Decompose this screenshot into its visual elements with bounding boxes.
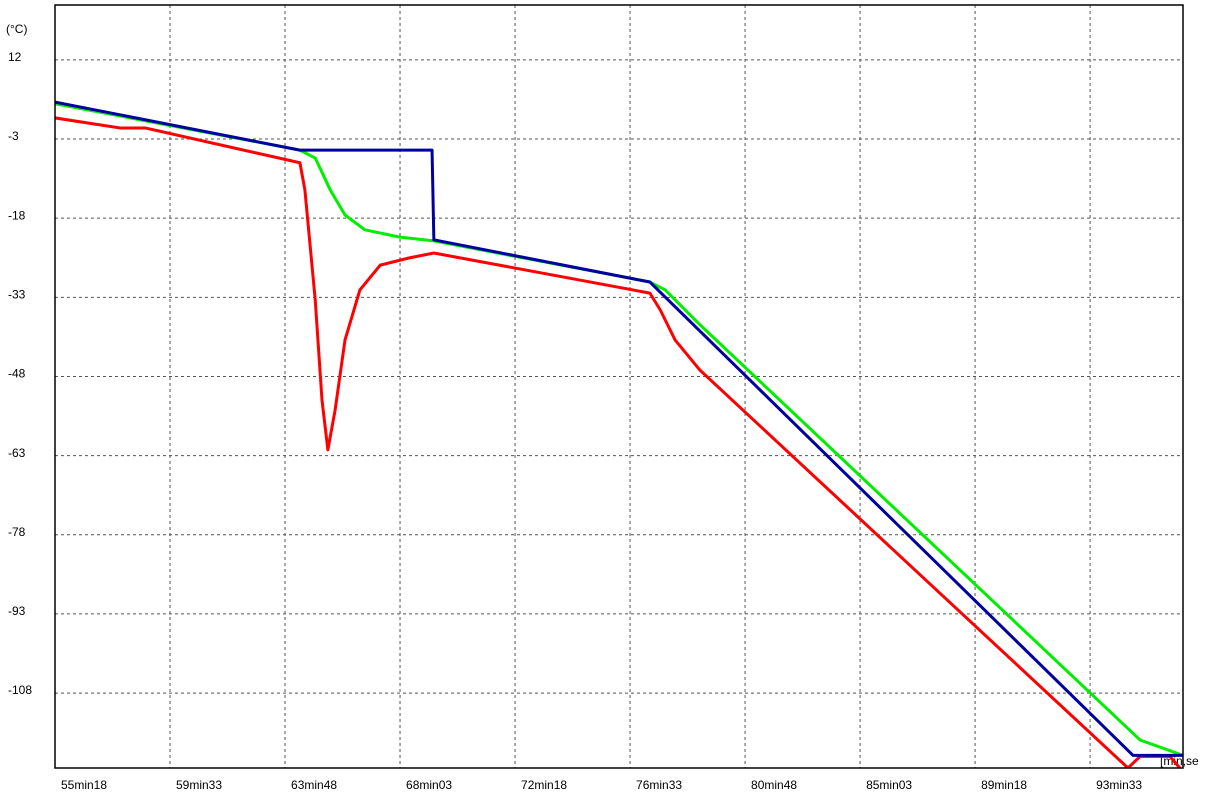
x-tick-label: 55min18 [61,778,107,792]
x-tick-label: 85min03 [866,778,912,792]
plot-frame [54,4,1184,769]
y-tick-label: -3 [8,129,19,143]
data-line [55,116,1181,768]
y-tick-label: -78 [8,525,26,539]
x-tick-label: 80min48 [751,778,797,792]
y-tick-label: -108 [8,683,32,697]
y-tick-label: -93 [8,604,26,618]
x-tick-label: 72min18 [521,778,567,792]
x-tick-label: 93min33 [1096,778,1142,792]
y-axis-label: (°C) [6,22,27,36]
y-tick-label: -63 [8,446,26,460]
x-tick-label: 68min03 [406,778,452,792]
y-tick-label: -33 [8,287,26,301]
x-tick-label: 76min33 [636,778,682,792]
x-tick-label: 89min18 [981,778,1027,792]
y-tick-label: -48 [8,367,26,381]
x-tick-label: 63min48 [291,778,337,792]
data-line [55,102,1183,757]
x-tick-label: 59min33 [176,778,222,792]
y-tick-label: 12 [8,50,22,64]
data-line [55,100,1183,757]
y-tick-label: -18 [8,208,26,222]
